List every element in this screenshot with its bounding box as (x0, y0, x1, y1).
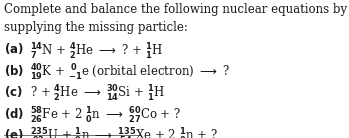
Text: ? + $\mathbf{^{4}_{2}}$He $\longrightarrow$ $\mathbf{^{30}_{14}}$Si + $\mathbf{^: ? + $\mathbf{^{4}_{2}}$He $\longrightarr… (30, 84, 164, 104)
Text: $\mathbf{^{58}_{26}}$Fe + 2 $\mathbf{^{1}_{0}}$n $\longrightarrow$ $\mathbf{^{60: $\mathbf{^{58}_{26}}$Fe + 2 $\mathbf{^{1… (30, 106, 181, 126)
Text: $\mathbf{(e)}$: $\mathbf{(e)}$ (4, 127, 24, 138)
Text: $\mathbf{(b)}$: $\mathbf{(b)}$ (4, 63, 24, 78)
Text: $\mathbf{(a)}$: $\mathbf{(a)}$ (4, 41, 24, 56)
Text: $\mathbf{^{40}_{19}}$K + $\mathbf{^{\;0}_{-1}}$e (orbital electron) $\longrighta: $\mathbf{^{40}_{19}}$K + $\mathbf{^{\;0}… (30, 63, 230, 83)
Text: supplying the missing particle:: supplying the missing particle: (4, 21, 188, 34)
Text: $\mathbf{^{14}_{7}}$N + $\mathbf{^{4}_{2}}$He $\longrightarrow$ ? + $\mathbf{^{1: $\mathbf{^{14}_{7}}$N + $\mathbf{^{4}_{2… (30, 41, 163, 62)
Text: $\mathbf{(d)}$: $\mathbf{(d)}$ (4, 106, 24, 121)
Text: $\mathbf{(c)}$: $\mathbf{(c)}$ (4, 84, 23, 99)
Text: $\mathbf{^{235}_{\;92}}$U + $\mathbf{^{1}_{0}}$n $\longrightarrow$ $\mathbf{^{13: $\mathbf{^{235}_{\;92}}$U + $\mathbf{^{1… (30, 127, 217, 138)
Text: Complete and balance the following nuclear equations by: Complete and balance the following nucle… (4, 3, 347, 16)
